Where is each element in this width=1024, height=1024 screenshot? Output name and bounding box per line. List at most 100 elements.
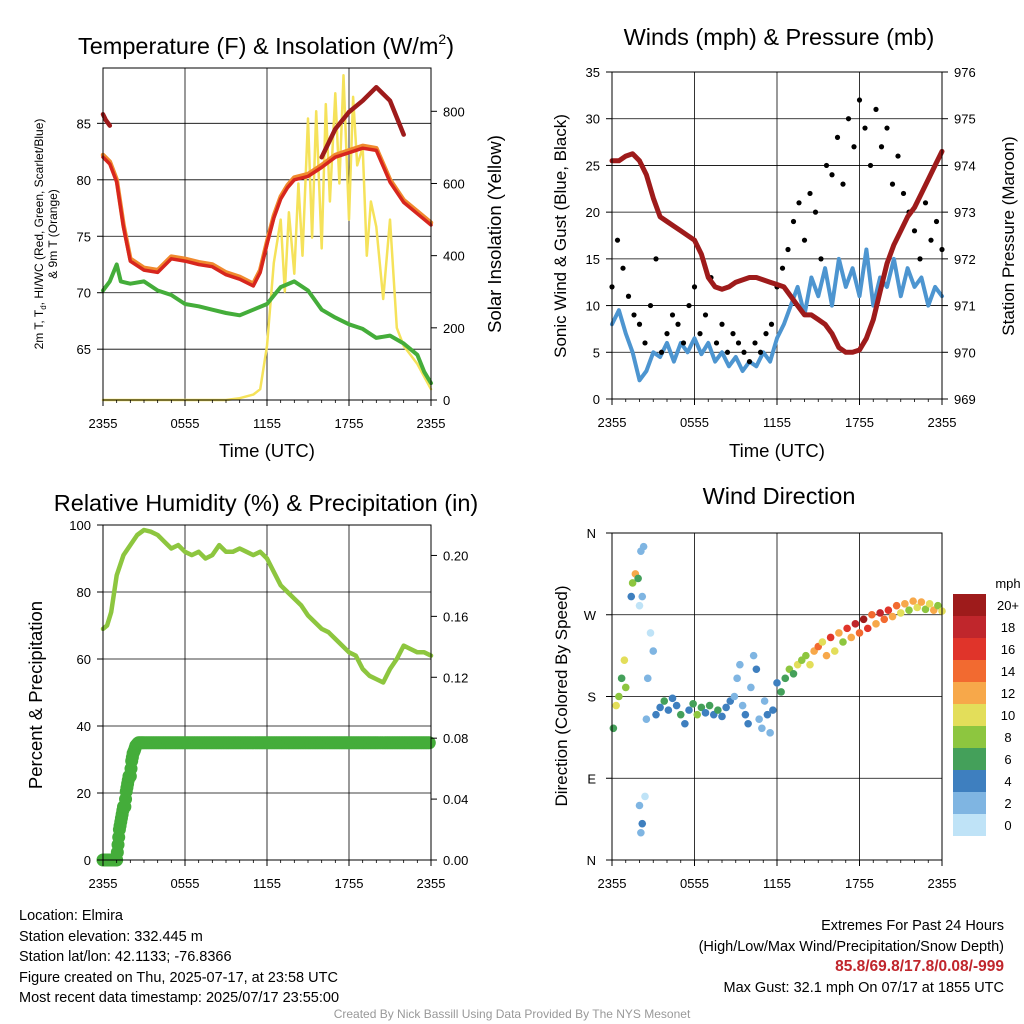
y2-tick-label: 975 (954, 112, 976, 127)
direction-point (851, 620, 860, 628)
direction-point (693, 710, 702, 719)
gust-point (691, 284, 698, 290)
heat-index-line (319, 84, 406, 160)
gust-point (735, 340, 742, 346)
direction-point (925, 600, 934, 608)
y2-tick-label: 0 (443, 393, 450, 408)
gust-point (856, 97, 863, 103)
gust-point (829, 172, 835, 178)
humidity-series (96, 527, 436, 867)
extremes-values: 85.8/69.8/17.8/0.08/-999 (835, 958, 1004, 975)
sonic-wind-line (610, 247, 944, 383)
direction-point (818, 638, 827, 646)
direction-point (763, 710, 772, 719)
gust-point (642, 340, 648, 346)
y-tick-label: 30 (586, 112, 600, 127)
direction-point (872, 620, 880, 628)
humidity-ylabel: Percent & Precipitation (25, 601, 46, 789)
direction-point (697, 703, 706, 712)
max-gust: Max Gust: 32.1 mph On 07/17 at 1855 UTC (723, 979, 1004, 996)
gust-point (658, 349, 665, 355)
gust-point (724, 349, 731, 355)
direction-point (822, 651, 831, 660)
direction-point (917, 598, 926, 606)
x-tick-label: 0555 (171, 416, 200, 431)
temperature-axes: 2355 0555 1155 1755 2355 65 70 75 80 85 0 200 400 600… (77, 104, 465, 431)
x-tick-label: 2355 (89, 416, 118, 431)
extremes-title: Extremes For Past 24 Hours (821, 918, 1004, 934)
wind-pressure-axes: 2355 0555 1155 1755 2355 0 5 10 15 20 25 30 35 969 970… (586, 65, 976, 430)
y2-tick-label: 970 (954, 345, 976, 360)
gust-point (620, 265, 626, 271)
legend-swatch (953, 682, 986, 704)
y2-tick-label: 600 (443, 176, 465, 191)
y-tick-label: 80 (77, 173, 91, 188)
gust-point (614, 237, 621, 243)
y-tick-label: 40 (77, 719, 91, 734)
gust-point (785, 246, 791, 253)
direction-point (676, 710, 685, 719)
y-tick-label: 85 (77, 116, 91, 131)
extremes-info: Extremes For Past 24 Hours (High/Low/Max… (699, 916, 1004, 998)
gust-point (840, 181, 846, 187)
direction-point (689, 699, 697, 708)
y2-tick-label: 0.16 (443, 609, 468, 624)
wind-direction-series (609, 542, 946, 837)
insolation-line (101, 73, 433, 402)
direction-point (722, 703, 730, 712)
direction-point (714, 706, 722, 714)
gust-point (933, 218, 940, 225)
direction-tick-label: N (587, 853, 596, 868)
direction-point (656, 703, 664, 712)
legend-swatch (953, 660, 986, 682)
direction-point (752, 665, 761, 674)
direction-point (847, 633, 856, 642)
gust-point (922, 200, 929, 206)
gust-point (878, 144, 885, 150)
direction-point (643, 674, 652, 683)
x-tick-label: 1155 (253, 876, 281, 891)
direction-point (781, 674, 790, 683)
legend-label: 20+ (997, 598, 1019, 613)
gust-point (845, 116, 852, 122)
gust-point (713, 340, 720, 346)
y-tick-label: 35 (586, 65, 600, 80)
direction-point (627, 592, 636, 601)
direction-point (835, 629, 843, 637)
gust-point (801, 237, 808, 243)
direction-tick-label: W (584, 608, 597, 623)
gust-point (631, 312, 637, 318)
direction-point (744, 719, 752, 728)
direction-point (641, 792, 649, 801)
pressure-ylabel: Station Pressure (Maroon) (999, 136, 1018, 335)
direction-point (642, 715, 651, 724)
legend-label: 12 (1001, 686, 1015, 701)
temperature-ylabel: 2m T, Td, HI/WC (Red, Green, Scarlet/Blu… (32, 119, 48, 350)
gust-point (697, 331, 703, 337)
x-tick-label: 0555 (680, 876, 709, 891)
gust-point (873, 106, 879, 112)
y2-tick-label: 0.08 (443, 731, 468, 746)
y2-tick-label: 0.04 (443, 792, 468, 807)
x-tick-label: 1755 (335, 876, 364, 891)
x-tick-label: 2355 (417, 876, 446, 891)
y2-tick-label: 969 (954, 392, 976, 407)
gust-point (636, 321, 643, 327)
station-location: Location: Elmira (19, 908, 123, 924)
dewpoint-line (101, 262, 433, 386)
humidity-grid (103, 525, 431, 860)
legend-swatch (953, 726, 986, 748)
direction-point (635, 801, 644, 810)
direction-point (863, 624, 872, 633)
direction-point (638, 592, 647, 601)
direction-point (773, 679, 781, 687)
direction-point (755, 715, 763, 724)
insolation-ylabel: Solar Insolation (Yellow) (484, 135, 505, 333)
y2-tick-label: 0.12 (443, 670, 468, 685)
legend-swatch (953, 814, 986, 836)
direction-point (612, 701, 620, 710)
gust-point (895, 153, 901, 159)
y2-tick-label: 200 (443, 321, 465, 336)
gust-point (867, 162, 874, 169)
gust-point (669, 312, 676, 318)
